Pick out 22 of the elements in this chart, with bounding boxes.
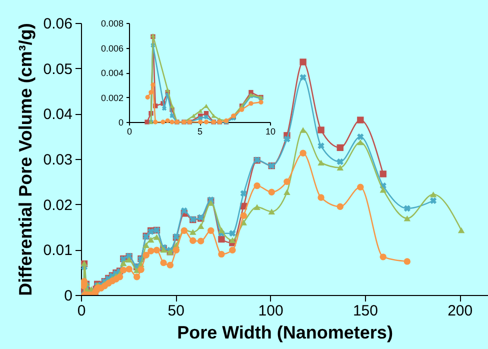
y-tick-label: 0.002 (100, 92, 124, 103)
y-tick-label: 0.02 (43, 196, 72, 214)
y-tick-label: 0.004 (100, 68, 124, 78)
y-tick-label: 0.006 (100, 43, 124, 54)
y-tick-label: 0 (118, 118, 124, 128)
x-tick-label: 150 (352, 302, 378, 320)
y-tick-label: 0.01 (43, 242, 72, 260)
y-tick-label: 0 (64, 288, 72, 304)
x-tick-label: 0 (77, 302, 86, 320)
x-tick-label: 5 (197, 126, 203, 136)
x-tick-label: 10 (265, 126, 276, 136)
y-tick-label: 0.06 (43, 16, 72, 32)
x-tick-label: 100 (258, 302, 284, 320)
x-tick-label: 0 (126, 126, 132, 136)
x-tick-label: 50 (168, 302, 184, 320)
y-tick-label: 0.04 (43, 106, 72, 124)
x-axis-title: Pore Width (Nanometers) (177, 322, 393, 342)
y-tick-label: 0.05 (43, 60, 72, 78)
y-tick-label: 0.03 (43, 152, 72, 168)
y-axis-title: Differential Pore Volume (cm³/g) (15, 23, 36, 296)
y-tick-label: 0.008 (100, 18, 124, 28)
x-tick-label: 200 (448, 302, 473, 320)
